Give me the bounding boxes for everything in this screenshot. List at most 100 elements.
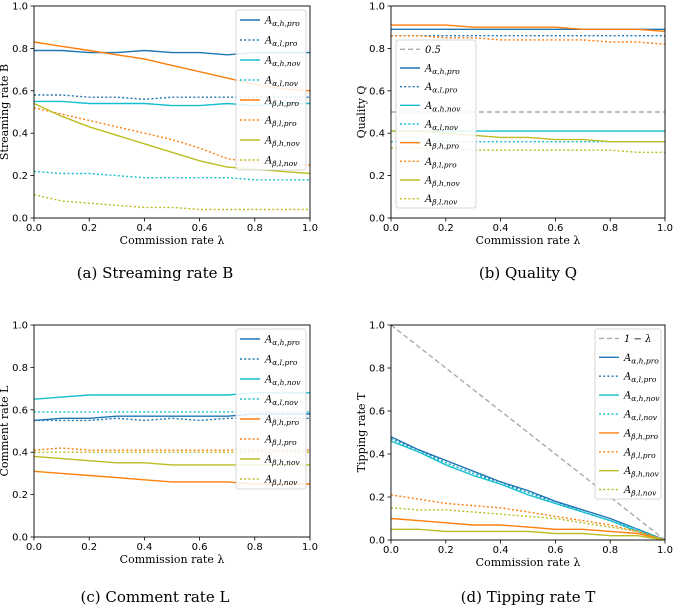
x-tick-label: 0.8 [247,542,263,553]
axes-frame [390,5,666,219]
axes-frame [33,324,311,538]
y-tick-label: 1.0 [12,321,28,332]
x-tick-label: 0.2 [438,545,454,556]
legend-label: Aα,h,pro [264,335,300,348]
y-tick-label: 0.6 [369,86,385,97]
legend-label: Aα,h,pro [264,16,300,29]
legend-label: Aα,h,pro [623,353,659,366]
panel-3: 0.0 0.2 0.4 0.6 0.8 1.0 0.0 0.2 0.4 0.6 0.8 1.0 Comm… [0,321,318,607]
series-line [33,170,310,181]
x-tick-label: 0.2 [81,542,97,553]
legend-label: Aα,h,nov [424,101,461,114]
legend-label: Aα,h,nov [264,56,301,69]
series-line [390,494,666,541]
legend-label: Aβ,h,pro [424,138,460,151]
x-tick-label: 0.0 [383,223,399,234]
x-tick-label: 1.0 [302,223,318,234]
axes-frame [33,5,311,219]
legend-label: Aβ,h,nov [424,176,461,189]
y-tick-label: 1.0 [369,2,385,13]
legend-label: Aα,l,nov [264,76,299,89]
legend-label: 1 − λ [624,334,651,345]
y-tick-label: 0.2 [369,493,385,504]
y-tick-label: 0.8 [369,44,385,55]
series-line [391,24,666,33]
y-tick-label: 0.8 [12,44,28,55]
legend-frame [235,9,307,171]
series-line [390,438,666,541]
legend-frame [594,328,662,500]
x-axis-label: Commission rate λ [120,234,225,247]
legend-label: Aβ,h,nov [264,136,301,149]
y-tick-label: 0.8 [369,364,385,375]
legend-label: Aβ,h,nov [264,455,301,468]
series-line [391,147,665,154]
y-tick-label: 0.8 [12,363,28,374]
axes-frame [390,324,666,541]
legend-label: Aα,l,pro [623,372,657,385]
x-tick-label: 0.4 [136,223,152,234]
x-axis-label: Commission rate λ [120,553,225,566]
x-tick-label: 0.0 [383,545,399,556]
y-tick-label: 0.6 [369,407,385,418]
legend-label: Aα,h,pro [424,64,460,77]
legend: Aα,h,pro Aα,l,pro Aα,h,nov Aα,l,nov Aβ,h,pro… [235,9,307,171]
series-line [33,194,310,211]
legend-label: Aα,l,pro [264,36,298,49]
legend-label: Aβ,h,nov [623,466,660,479]
y-tick-label: 0.2 [12,490,28,501]
y-tick-label: 0.4 [369,129,385,140]
series-line [390,436,666,541]
legend-label: Aα,h,nov [623,391,660,404]
y-tick-label: 0.6 [12,405,28,416]
legend-label: Aβ,l,pro [264,435,297,448]
x-tick-label: 1.0 [657,223,673,234]
legend-label: Aα,l,pro [424,82,458,95]
x-tick-label: 0.6 [192,223,208,234]
legend-label: Aβ,l,nov [424,194,458,207]
y-axis-label: Comment rate L [0,385,11,477]
y-tick-label: 0.4 [12,448,28,459]
x-tick-label: 1.0 [657,545,673,556]
x-tick-label: 0.6 [547,223,563,234]
legend: 1 − λ Aα,h,pro Aα,l,pro Aα,h,nov Aα,l,nov Aβ,… [594,328,662,500]
y-tick-label: 0.4 [369,450,385,461]
x-tick-label: 0.6 [192,542,208,553]
y-axis-label: Tipping rate T [355,392,368,472]
x-tick-label: 1.0 [302,542,318,553]
legend-label: Aβ,l,pro [623,447,656,460]
legend-label: Aα,l,nov [623,410,658,423]
x-tick-label: 0.8 [602,545,618,556]
y-tick-label: 0.6 [12,86,28,97]
y-tick-label: 0.0 [369,536,385,547]
legend-label: Aβ,l,nov [264,156,298,169]
x-tick-label: 0.4 [493,545,509,556]
legend-label: Aβ,h,pro [623,428,659,441]
x-axis-label: Commission rate λ [476,556,581,569]
series-line [390,324,666,541]
y-tick-label: 0.2 [369,171,385,182]
legend-label: Aα,l,pro [264,355,298,368]
legend-label: Aβ,l,nov [623,485,657,498]
x-axis-label: Commission rate λ [476,234,581,247]
x-tick-label: 0.4 [493,223,509,234]
panel-caption: (d) Tipping rate T [461,588,596,606]
x-tick-label: 0.0 [26,542,42,553]
series-line [391,528,666,541]
legend-label: Aβ,l,nov [264,475,298,488]
x-tick-label: 0.0 [26,223,42,234]
x-tick-label: 0.2 [81,223,97,234]
y-tick-label: 0.0 [369,214,385,225]
legend-label: Aβ,h,pro [264,96,300,109]
legend-label: Aβ,l,pro [424,157,457,170]
x-tick-label: 0.8 [247,223,263,234]
legend: Aα,h,pro Aα,l,pro Aα,h,nov Aα,l,nov Aβ,h,pro… [235,328,307,490]
y-axis-label: Streaming rate B [0,64,11,160]
legend: 0.5 Aα,h,pro Aα,l,pro Aα,h,nov Aα,l,nov Aβ,h,… [395,39,477,209]
legend-frame [235,328,307,490]
x-tick-label: 0.4 [136,542,152,553]
legend-label: Aβ,l,pro [264,116,297,129]
x-tick-label: 0.6 [547,545,563,556]
y-axis-label: Quality Q [355,86,368,139]
